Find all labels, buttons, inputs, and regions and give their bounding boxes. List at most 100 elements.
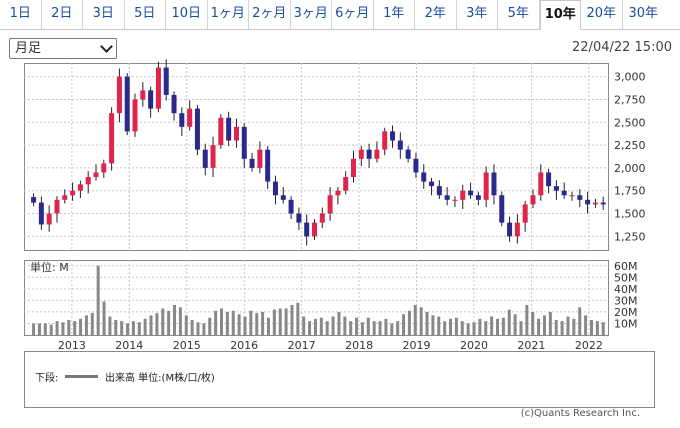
candle-body [31, 197, 37, 203]
price-tick-label: 3,000 [614, 71, 646, 84]
tab-9[interactable]: 1年 [374, 0, 415, 29]
tab-0[interactable]: 1日 [0, 0, 42, 29]
volume-bar [67, 320, 71, 335]
candle-body [179, 113, 185, 127]
period-select-value: 月足 [15, 41, 42, 56]
x-tick-label: 2018 [345, 339, 373, 352]
volume-bar [55, 321, 59, 335]
candle-body [530, 195, 536, 205]
tab-12[interactable]: 5年 [498, 0, 540, 29]
candle-body [577, 195, 583, 200]
candle-body [452, 199, 458, 201]
candle-body [85, 177, 91, 185]
volume-bar [190, 320, 194, 335]
volume-bar [32, 323, 36, 335]
volume-bar [161, 308, 165, 335]
volume-bar [496, 318, 500, 335]
volume-bar [79, 318, 83, 335]
volume-bar [566, 316, 570, 335]
volume-bar [249, 310, 253, 335]
volume-bar [519, 321, 523, 335]
volume-bar [126, 323, 130, 335]
price-tick-label: 1,500 [614, 208, 646, 221]
volume-bar [225, 311, 229, 335]
candle-body [163, 67, 169, 95]
tab-6[interactable]: 2ヶ月 [249, 0, 291, 29]
volume-bar [402, 314, 406, 335]
volume-bar [208, 317, 212, 335]
volume-bar [184, 315, 188, 335]
price-tick-label: 2,750 [614, 93, 646, 106]
volume-bar [278, 308, 282, 335]
volume-bar [513, 314, 517, 335]
volume-tick-label: 30M [614, 294, 638, 307]
volume-bar [120, 321, 124, 335]
candle-body [444, 195, 450, 200]
candle-body [546, 172, 552, 187]
x-tick-label: 2016 [230, 339, 258, 352]
volume-bar [325, 321, 329, 335]
tab-11[interactable]: 3年 [457, 0, 498, 29]
volume-bar [266, 317, 270, 335]
volume-bar [343, 316, 347, 335]
volume-bar [466, 323, 470, 335]
volume-bar [231, 310, 235, 335]
volume-bar [572, 318, 576, 335]
candle-body [194, 108, 200, 150]
candle-body [304, 222, 310, 237]
volume-bar [501, 317, 505, 335]
candle-body [475, 195, 481, 200]
volume-bar [302, 316, 306, 335]
tab-8[interactable]: 6ヶ月 [332, 0, 374, 29]
x-tick-label: 2013 [58, 339, 86, 352]
x-tick-label: 2015 [173, 339, 201, 352]
volume-bar [313, 318, 317, 335]
candle-body [265, 149, 271, 182]
candle-body [351, 158, 357, 178]
candle-body [514, 222, 520, 237]
candle-body [77, 184, 83, 191]
volume-bar [43, 323, 47, 335]
period-select[interactable]: 月足 [9, 38, 117, 59]
x-tick-label: 2019 [403, 339, 431, 352]
tab-15[interactable]: 30年 [628, 6, 659, 21]
tab-3[interactable]: 5日 [125, 0, 166, 29]
candle-body [171, 94, 177, 114]
tab-10[interactable]: 2年 [415, 0, 457, 29]
volume-bar [349, 321, 353, 335]
volume-bar [396, 321, 400, 335]
legend-label: 下段: [35, 373, 59, 384]
candle-body [592, 202, 598, 205]
candle-body [366, 149, 372, 159]
volume-bar [560, 321, 564, 335]
volume-tick-label: 20M [614, 306, 638, 319]
stock-chart: 3,000 2,750 2,500 2,250 2,000 1,750 1,500 1,250… [24, 59, 646, 352]
candle-body [241, 126, 247, 159]
volume-bar [484, 321, 488, 335]
candle-body [460, 190, 466, 200]
volume-bar [472, 322, 476, 335]
candle-body [148, 90, 154, 109]
candle-body [343, 177, 349, 191]
candle-body [585, 199, 591, 205]
tab-1[interactable]: 2日 [42, 0, 83, 29]
candle-body [280, 195, 286, 200]
price-tick-label: 1,750 [614, 185, 646, 198]
tab-2[interactable]: 3日 [83, 0, 125, 29]
tab-7[interactable]: 3ヶ月 [291, 0, 332, 29]
volume-bar [589, 320, 593, 335]
candle-body [553, 186, 559, 191]
volume-tick-label: 50M [614, 271, 638, 284]
period-tabs: 1日 2日 3日 5日 10日 1ヶ月 2ヶ月 3ヶ月 6ヶ月 1年 2年 3年 5年 10年 20年 30年 [0, 0, 680, 30]
tab-14[interactable]: 20年 [581, 0, 623, 29]
volume-bar [290, 305, 294, 335]
tab-4[interactable]: 10日 [166, 0, 208, 29]
candle-body [327, 195, 333, 214]
tab-13[interactable]: 10年 [539, 0, 581, 30]
volume-bar [202, 323, 206, 335]
volume-bar [378, 321, 382, 335]
tab-5[interactable]: 1ヶ月 [208, 0, 249, 29]
price-tick-label: 2,500 [614, 116, 646, 129]
volume-bar [366, 317, 370, 335]
volume-bar [490, 316, 494, 335]
